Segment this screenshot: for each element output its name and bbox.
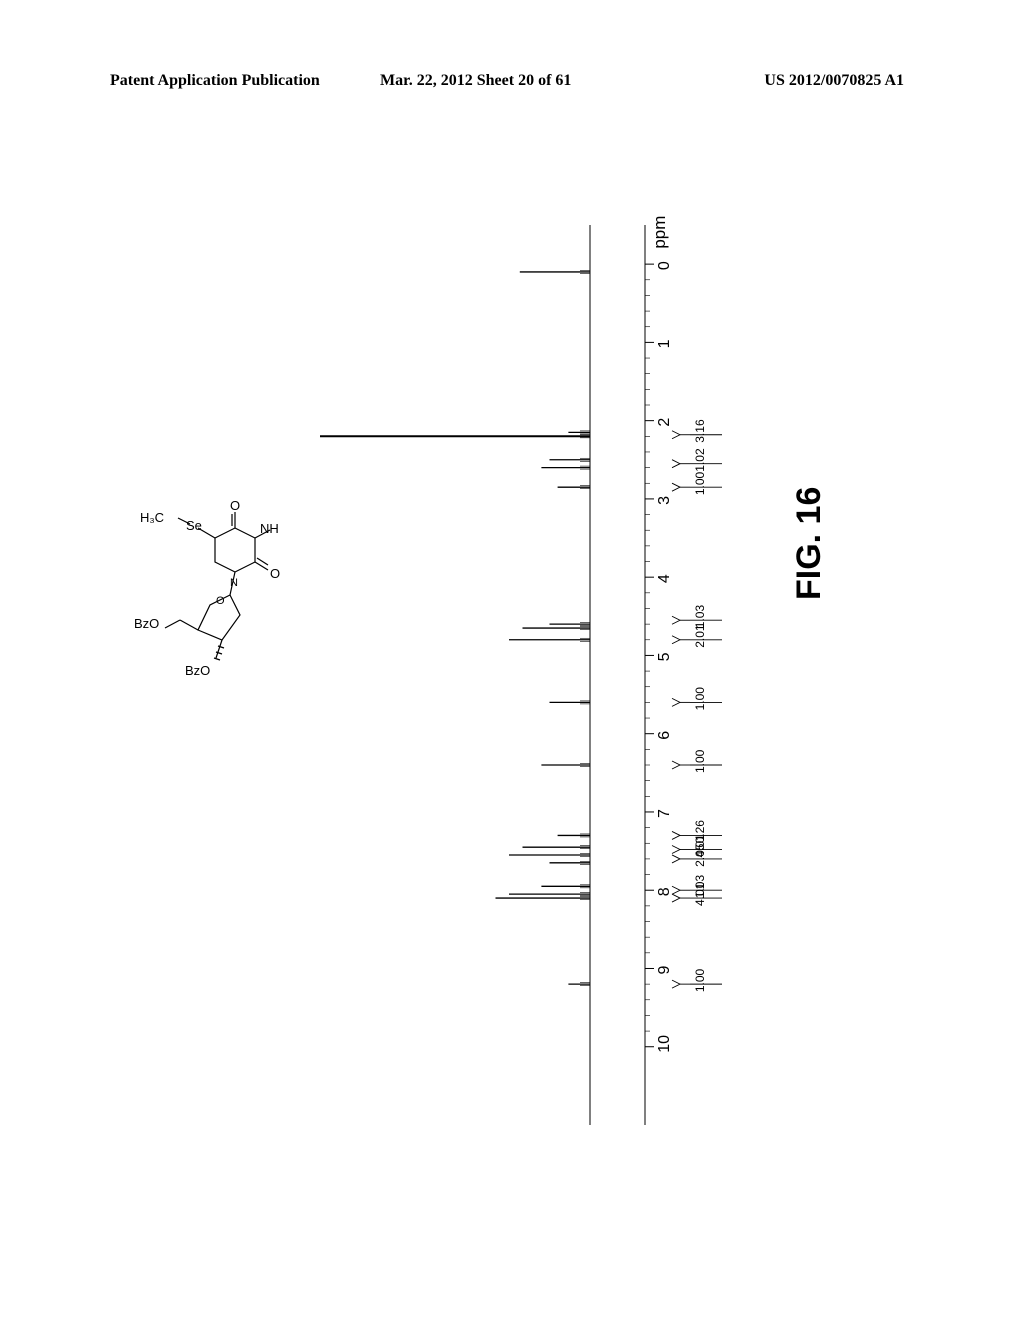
label-se: Se bbox=[186, 518, 202, 533]
svg-text:1.03: 1.03 bbox=[693, 605, 707, 629]
chemical-structure: H₃C Se O NH N O BzO O BzO bbox=[130, 500, 290, 700]
nmr-spectrum: 109876543210ppm1.004.011.032.054.010.261… bbox=[290, 215, 760, 1135]
figure-label: FIG. 16 bbox=[790, 487, 829, 600]
svg-text:3.16: 3.16 bbox=[693, 419, 707, 443]
label-bzo1: BzO bbox=[134, 616, 159, 631]
label-bzo2: BzO bbox=[185, 663, 210, 678]
svg-text:1: 1 bbox=[656, 339, 673, 348]
svg-text:1.03: 1.03 bbox=[693, 875, 707, 899]
label-o-ring: O bbox=[216, 595, 225, 607]
svg-text:1.00: 1.00 bbox=[693, 687, 707, 711]
svg-text:7: 7 bbox=[656, 809, 673, 818]
header-center: Mar. 22, 2012 Sheet 20 of 61 bbox=[380, 72, 571, 90]
header-left: Patent Application Publication bbox=[110, 72, 320, 90]
nmr-svg: 109876543210ppm1.004.011.032.054.010.261… bbox=[290, 215, 760, 1135]
label-nh: NH bbox=[260, 521, 279, 536]
svg-text:3: 3 bbox=[656, 496, 673, 505]
svg-text:10: 10 bbox=[656, 1035, 673, 1053]
svg-text:1.00: 1.00 bbox=[693, 749, 707, 773]
label-h3c: H₃C bbox=[140, 510, 164, 525]
molecule-svg: H₃C Se O NH N O BzO O BzO bbox=[130, 500, 290, 700]
svg-text:6: 6 bbox=[656, 731, 673, 740]
svg-text:0: 0 bbox=[656, 261, 673, 270]
label-o-top: O bbox=[230, 500, 240, 513]
svg-text:8: 8 bbox=[656, 887, 673, 896]
svg-text:0.26: 0.26 bbox=[693, 820, 707, 844]
svg-text:ppm: ppm bbox=[650, 216, 669, 249]
svg-text:1.02: 1.02 bbox=[693, 448, 707, 472]
svg-text:1.00: 1.00 bbox=[693, 968, 707, 992]
svg-text:5: 5 bbox=[656, 652, 673, 661]
svg-text:9: 9 bbox=[656, 965, 673, 974]
svg-text:1.00: 1.00 bbox=[693, 471, 707, 495]
svg-text:2: 2 bbox=[656, 418, 673, 427]
header-right: US 2012/0070825 A1 bbox=[764, 72, 904, 90]
label-n: N bbox=[230, 577, 238, 589]
label-o-right: O bbox=[270, 566, 280, 581]
svg-text:4: 4 bbox=[656, 574, 673, 583]
